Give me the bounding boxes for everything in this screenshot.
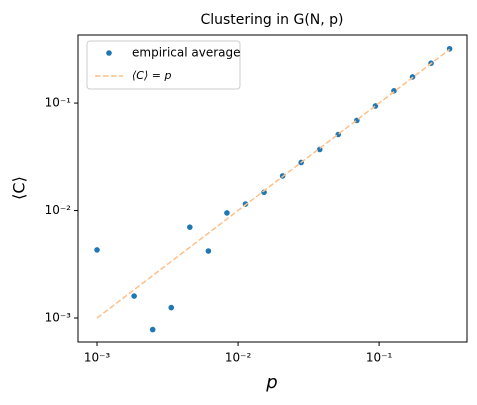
y-axis-label: ⟨C⟩ xyxy=(10,176,29,200)
legend-label: empirical average xyxy=(132,46,241,60)
legend-marker xyxy=(106,50,112,56)
point xyxy=(224,210,230,216)
x-tick-label: 10⁻¹ xyxy=(366,351,393,365)
x-tick-label: 10⁻³ xyxy=(84,351,111,365)
point xyxy=(261,189,267,196)
chart-title: Clustering in G(N, p) xyxy=(200,12,343,28)
x-axis-label: p xyxy=(265,372,277,393)
legend-label: ⟨C⟩ = p xyxy=(132,69,171,82)
point xyxy=(149,326,156,333)
point xyxy=(187,224,193,230)
y-tick-label: 10⁻² xyxy=(45,203,72,217)
reference-line xyxy=(96,48,451,319)
axes-frame xyxy=(77,34,468,343)
x-tick-label: 10⁻² xyxy=(225,351,252,365)
point xyxy=(168,304,175,311)
y-tick-label: 10⁻¹ xyxy=(45,96,72,110)
point xyxy=(94,247,100,253)
point xyxy=(131,293,137,299)
legend-box xyxy=(86,40,241,90)
y-tick-label: 10⁻³ xyxy=(45,311,72,325)
point xyxy=(205,248,212,254)
